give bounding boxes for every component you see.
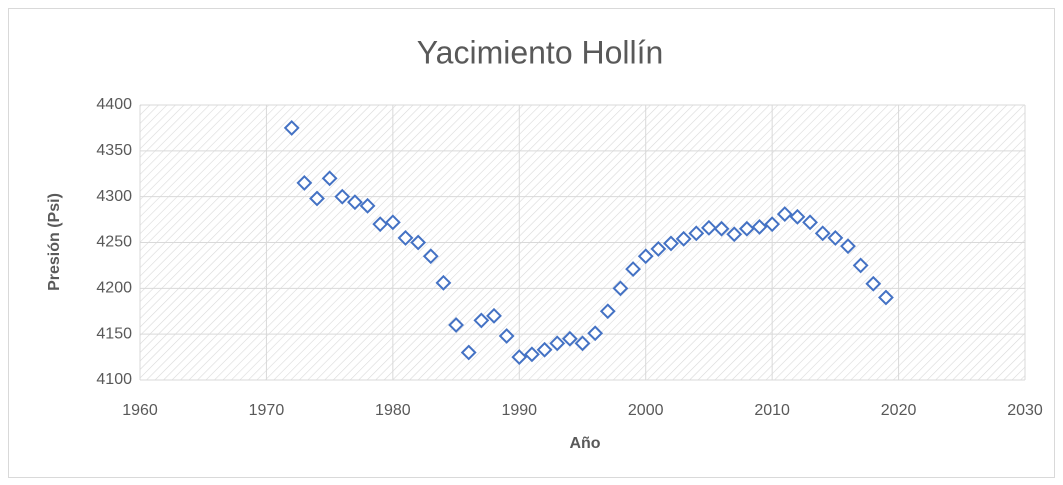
marker [789,208,806,225]
marker [283,120,300,136]
marker [726,226,743,243]
marker [713,220,730,237]
x-tick-label: 2010 [754,402,790,419]
marker [384,214,401,231]
marker [587,325,604,342]
marker [296,175,313,191]
marker [486,307,502,324]
marker [878,289,894,306]
marker [650,241,667,257]
marker [675,230,692,247]
marker [764,216,781,233]
marker [460,344,477,361]
marker [347,194,363,211]
marker [701,219,717,236]
marker [473,312,490,329]
marker [309,190,325,207]
marker [852,257,869,274]
x-tick-label: 1980 [375,402,411,419]
marker [751,219,768,235]
marker [448,317,464,333]
marker [625,261,641,277]
marker [435,274,452,291]
marker [802,214,818,231]
y-tick-label: 4100 [96,371,132,388]
marker [814,225,831,242]
marker [321,170,338,187]
marker [827,230,844,246]
marker [776,206,793,222]
marker [663,235,679,252]
y-axis-title: Presión (Psi) [46,193,63,291]
y-tick-label: 4200 [96,280,132,297]
marker [372,216,389,233]
x-tick-label: 1970 [249,402,285,419]
marker [865,275,882,292]
marker [599,303,616,320]
marker [574,335,591,352]
marker [359,197,376,214]
marker [524,346,540,363]
marker [397,230,414,246]
chart-title: Yacimiento Hollín [417,34,664,70]
marker [561,330,578,347]
marker [511,349,528,365]
y-tick-label: 4150 [96,325,132,342]
marker [612,280,629,297]
y-tick-label: 4400 [96,96,132,113]
x-tick-label: 2000 [628,402,664,419]
marker [688,225,705,242]
x-tick-label: 2020 [881,402,917,419]
y-tick-label: 4300 [96,188,132,205]
marker [637,248,654,265]
y-tick-label: 4350 [96,142,132,159]
x-tick-label: 1960 [122,402,158,419]
y-tick-label: 4250 [96,234,132,251]
marker [334,188,351,205]
marker [498,328,515,344]
marker [536,341,553,358]
marker [738,220,755,237]
x-axis-title: Año [569,435,600,452]
marker [549,335,566,352]
marker [410,234,427,251]
x-tick-label: 1990 [501,402,537,419]
x-tick-label: 2030 [1007,402,1043,419]
marker [422,248,439,265]
marker [840,238,856,255]
